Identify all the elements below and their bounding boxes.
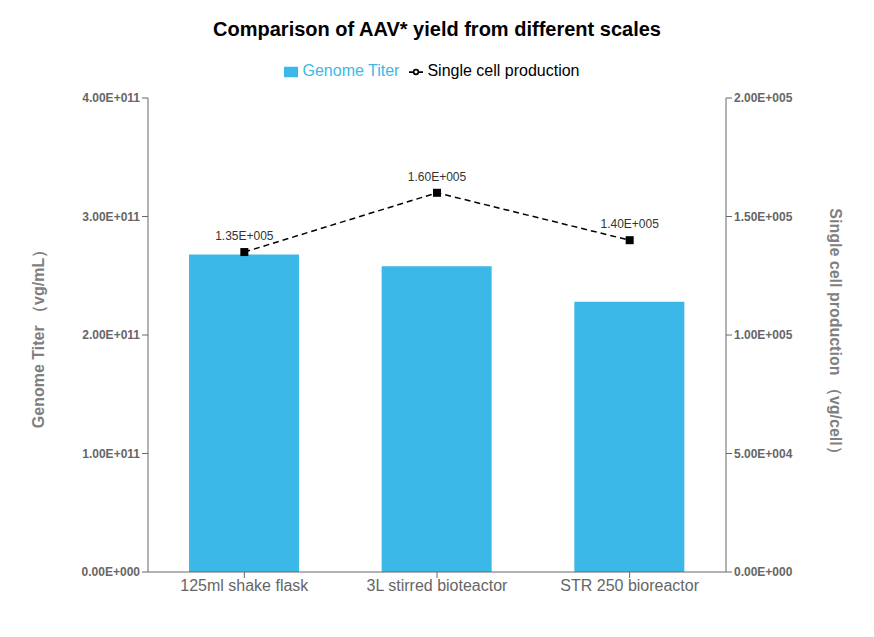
svg-text:1.35E+005: 1.35E+005 [215, 229, 274, 243]
svg-text:1.40E+005: 1.40E+005 [600, 217, 659, 231]
svg-text:0.00E+000: 0.00E+000 [734, 565, 793, 579]
svg-text:1.00E+011: 1.00E+011 [82, 447, 140, 461]
svg-text:1.60E+005: 1.60E+005 [408, 170, 467, 184]
svg-text:0.00E+000: 0.00E+000 [82, 565, 141, 579]
svg-text:2.00E+011: 2.00E+011 [82, 328, 140, 342]
svg-text:3L stirred bioteactor: 3L stirred bioteactor [367, 577, 508, 594]
svg-text:125ml shake flask: 125ml shake flask [180, 577, 309, 594]
svg-text:1.50E+005: 1.50E+005 [734, 210, 793, 224]
html-text:Single cell production: Single cell production [427, 62, 580, 79]
html-text:Comparison of AAV* yield from: Comparison of AAV* yield from different … [213, 18, 661, 40]
svg-text:Single cell production （vg/cel: Single cell production （vg/cell） [826, 208, 844, 461]
svg-text:STR 250 bioreactor: STR 250 bioreactor [560, 577, 699, 594]
svg-text:Genome Titer （vg/mL）: Genome Titer （vg/mL） [30, 242, 48, 428]
svg-text:4.00E+011: 4.00E+011 [82, 91, 140, 105]
svg-text:1.00E+005: 1.00E+005 [734, 328, 793, 342]
html-text:Genome Titer: Genome Titer [302, 62, 400, 79]
svg-text:3.00E+011: 3.00E+011 [82, 210, 140, 224]
svg-text:5.00E+004: 5.00E+004 [734, 447, 793, 461]
svg-text:2.00E+005: 2.00E+005 [734, 91, 793, 105]
